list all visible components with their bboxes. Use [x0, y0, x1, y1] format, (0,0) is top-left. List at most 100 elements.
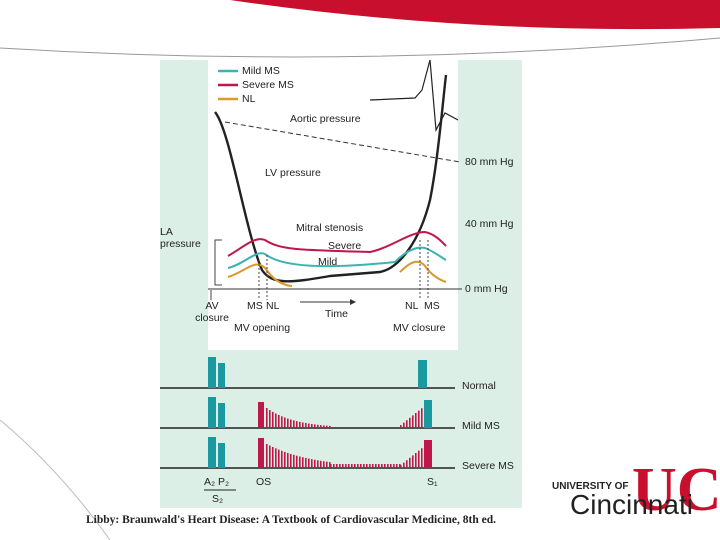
phono-bar: [366, 464, 368, 468]
phono-bar: [384, 464, 386, 468]
uc-mark: UC: [632, 456, 720, 524]
legend-label: Severe MS: [242, 79, 294, 91]
header-line: [0, 37, 720, 58]
phono-bar: [269, 445, 271, 468]
phono-bar: [320, 425, 322, 428]
row-label: Normal: [462, 380, 496, 392]
phono-bar: [272, 446, 274, 468]
phono-bar: [329, 462, 331, 468]
label: Time: [325, 308, 348, 320]
phono-bar: [412, 415, 414, 428]
phono-bar: [278, 414, 280, 428]
label: 0 mm Hg: [465, 283, 508, 295]
phono-bar: [218, 443, 225, 468]
label: AV closure: [195, 300, 229, 324]
header-swoosh: [230, 0, 720, 30]
label: LV pressure: [265, 167, 321, 179]
phono-bar: [266, 408, 268, 428]
sound-label: OS: [256, 476, 272, 488]
phono-bar: [305, 457, 307, 468]
phono-bar: [372, 464, 374, 468]
label: Severe: [328, 240, 362, 252]
phono-bar: [299, 421, 301, 428]
phono-bar: [415, 413, 417, 428]
phono-bar: [403, 462, 405, 468]
phono-bar: [293, 420, 295, 428]
phono-bar: [403, 422, 405, 428]
phono-bar: [308, 458, 310, 468]
phono-bar: [399, 464, 401, 468]
phono-bar: [354, 464, 356, 468]
phono-bar: [421, 448, 423, 468]
phono-bar: [360, 464, 362, 468]
label: LA pressure: [160, 226, 201, 250]
phono-bar: [412, 455, 414, 468]
phono-bar: [284, 417, 286, 428]
phono-bar: [308, 423, 310, 428]
phono-bar: [218, 403, 225, 428]
phono-bar: [278, 449, 280, 468]
phono-bar: [208, 357, 216, 388]
phono-bar: [290, 419, 292, 428]
phono-bar: [208, 437, 216, 468]
phono-bar: [218, 363, 225, 388]
label: NL: [266, 300, 280, 312]
phono-bar: [381, 464, 383, 468]
label: MV closure: [393, 322, 446, 334]
label: Mild: [318, 256, 338, 268]
phono-bar: [281, 450, 283, 468]
phono-bar: [393, 464, 395, 468]
phono-bar: [421, 408, 423, 428]
phono-bar: [418, 450, 420, 468]
mild-curve: [227, 246, 447, 269]
phono-bar: [258, 402, 264, 428]
phono-bar: [272, 411, 274, 428]
legend-label: NL: [242, 93, 256, 105]
phono-bar: [287, 418, 289, 428]
row-label: Severe MS: [462, 460, 514, 472]
legend-swatches: [218, 69, 238, 101]
phono-bar: [333, 464, 335, 468]
phono-bar: [293, 454, 295, 468]
logo-top: UNIVERSITY OF: [552, 481, 629, 492]
phono-bar: [345, 464, 347, 468]
phono-bar: [287, 452, 289, 468]
phono-bar: [320, 460, 322, 468]
ecg: [369, 59, 459, 133]
phono-bar: [409, 417, 411, 428]
phono-bar: [342, 464, 344, 468]
label: MS: [424, 300, 440, 312]
phono-bar: [390, 464, 392, 468]
phono-bar: [302, 422, 304, 428]
phono-bar: [375, 464, 377, 468]
time-arrowhead: [350, 299, 356, 305]
phono-bar: [326, 461, 328, 468]
phono-bar: [406, 460, 408, 468]
phono-bar: [314, 459, 316, 468]
phono-bar: [284, 451, 286, 468]
phono-bar: [290, 453, 292, 468]
corner-line: [0, 419, 111, 540]
phono-bar: [418, 360, 427, 388]
phono-bar: [317, 424, 319, 428]
phono-bar: [415, 453, 417, 468]
label: Mitral stenosis: [296, 222, 364, 234]
phono-bar: [424, 400, 432, 428]
logo-name: Cincinnati: [570, 489, 693, 520]
phono-bar: [296, 455, 298, 468]
phono-bar: [323, 461, 325, 468]
sound-label: A₂ P₂: [204, 476, 230, 488]
phono-bar: [281, 416, 283, 428]
phono-bar: [326, 425, 328, 428]
phono-bar: [299, 456, 301, 468]
phono-bar: [336, 464, 338, 468]
phono-bar: [311, 423, 313, 428]
phono-bar: [329, 425, 331, 428]
phono-bar: [330, 464, 332, 468]
severe-curve: [227, 230, 447, 257]
label: 40 mm Hg: [465, 218, 514, 230]
phono-bar: [339, 464, 341, 468]
phono-bar: [400, 465, 402, 468]
